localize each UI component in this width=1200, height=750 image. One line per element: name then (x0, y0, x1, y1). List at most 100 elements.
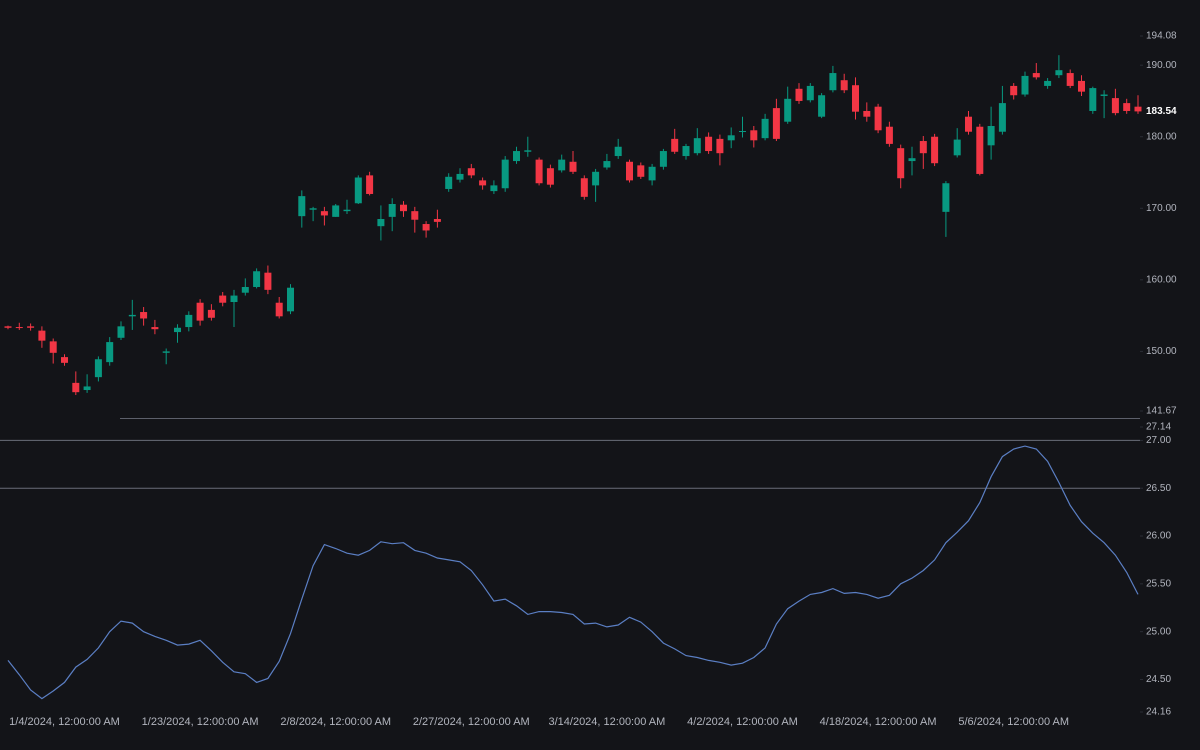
candle-body (196, 302, 204, 321)
x-tick-label: 1/23/2024, 12:00:00 AM (142, 716, 259, 728)
candle-body (705, 136, 713, 152)
candle-body (897, 148, 905, 179)
candle-body (1089, 88, 1097, 111)
candle-body (716, 138, 724, 154)
y-tick-label: 170.00 (1146, 203, 1177, 214)
candle-body (422, 224, 430, 231)
candle-body (761, 118, 769, 139)
candle-body (94, 359, 102, 378)
candle-body (219, 295, 227, 303)
candle-body (298, 196, 306, 217)
candle-body (264, 272, 272, 290)
y-tick-label: 27.14 (1146, 422, 1171, 433)
candle-body (354, 177, 362, 204)
y-tick-label: 180.00 (1146, 131, 1177, 142)
candle-body (874, 106, 882, 131)
y-tick-label: 194.08 (1146, 31, 1177, 42)
candle-body (750, 130, 758, 141)
candle-body (614, 146, 622, 157)
candle-body (185, 314, 193, 328)
y-tick-label: 26.00 (1146, 531, 1171, 542)
y-tick-label: 141.67 (1146, 406, 1177, 417)
candle-body (885, 126, 893, 144)
candle-body (931, 136, 939, 164)
candle-body (637, 165, 645, 177)
candle-body (626, 161, 633, 181)
candle-body (953, 139, 961, 156)
y-tick-label: 150.00 (1146, 346, 1177, 357)
candle-body (117, 326, 125, 338)
x-tick-label: 4/18/2024, 12:00:00 AM (820, 716, 937, 728)
candle-body (174, 327, 181, 333)
candle-body (151, 327, 159, 330)
candle-body (569, 161, 577, 172)
candle-body (72, 382, 80, 393)
candle-body (445, 176, 453, 189)
candle-body (140, 312, 148, 319)
candle-body (1066, 73, 1074, 86)
candle-body (976, 126, 984, 174)
last-price-label: 183.54 (1146, 106, 1177, 117)
candle-body (727, 135, 735, 141)
y-tick-label: 25.50 (1146, 578, 1171, 589)
candle-body (1100, 94, 1108, 96)
candle-body (987, 126, 995, 146)
candle-body (388, 203, 396, 217)
candle-body (320, 211, 328, 216)
candle-body (1055, 70, 1063, 76)
candle-body (682, 146, 690, 157)
x-tick-label: 2/27/2024, 12:00:00 AM (413, 716, 530, 728)
y-tick-label: 160.00 (1146, 274, 1177, 285)
candle-body (908, 158, 916, 162)
y-tick-label: 26.50 (1146, 483, 1171, 494)
candle-body (513, 151, 520, 162)
candle-body (942, 183, 950, 212)
candle-body (332, 205, 340, 217)
candle-body (1044, 80, 1052, 86)
y-tick-label: 24.16 (1146, 707, 1171, 718)
candle-body (919, 141, 927, 154)
candle-body (27, 326, 35, 328)
candle-body (253, 271, 261, 287)
candle-body (1021, 75, 1029, 95)
candle-body (162, 351, 170, 353)
candle-body (83, 386, 91, 391)
x-tick-label: 3/14/2024, 12:00:00 AM (548, 716, 665, 728)
candle-body (1111, 98, 1119, 114)
candle-body (558, 159, 566, 171)
candle-body (829, 73, 837, 91)
candle-body (546, 168, 554, 185)
candle-body (400, 204, 407, 212)
x-tick-label: 5/6/2024, 12:00:00 AM (958, 716, 1069, 728)
candle-body (863, 110, 871, 117)
candle-body (1123, 103, 1131, 111)
candle-body (1032, 73, 1040, 78)
candle-body (592, 171, 600, 186)
indicator-line (7, 445, 1139, 700)
candle-body (241, 286, 249, 293)
candle-body (38, 330, 46, 341)
candle-body (479, 180, 487, 186)
x-tick-label: 1/4/2024, 12:00:00 AM (9, 716, 120, 728)
candle-body (535, 159, 543, 184)
candle-body (1078, 80, 1085, 92)
candle-body (4, 326, 12, 328)
candle-body (818, 95, 826, 117)
candle-body (309, 208, 317, 210)
candle-body (61, 357, 68, 363)
y-tick-label: 25.00 (1146, 626, 1171, 637)
candle-body (501, 159, 509, 189)
candle-body (580, 178, 588, 197)
candle-body (852, 85, 859, 112)
candle-body (343, 209, 351, 212)
candle-body (287, 287, 294, 312)
candle-body (456, 173, 464, 180)
candle-body (377, 219, 385, 227)
candle-body (433, 219, 441, 222)
candle-body (49, 341, 57, 353)
candle-body (230, 295, 238, 303)
candle-body (784, 98, 792, 122)
y-tick-label: 24.50 (1146, 674, 1171, 685)
candle-body (490, 185, 498, 192)
